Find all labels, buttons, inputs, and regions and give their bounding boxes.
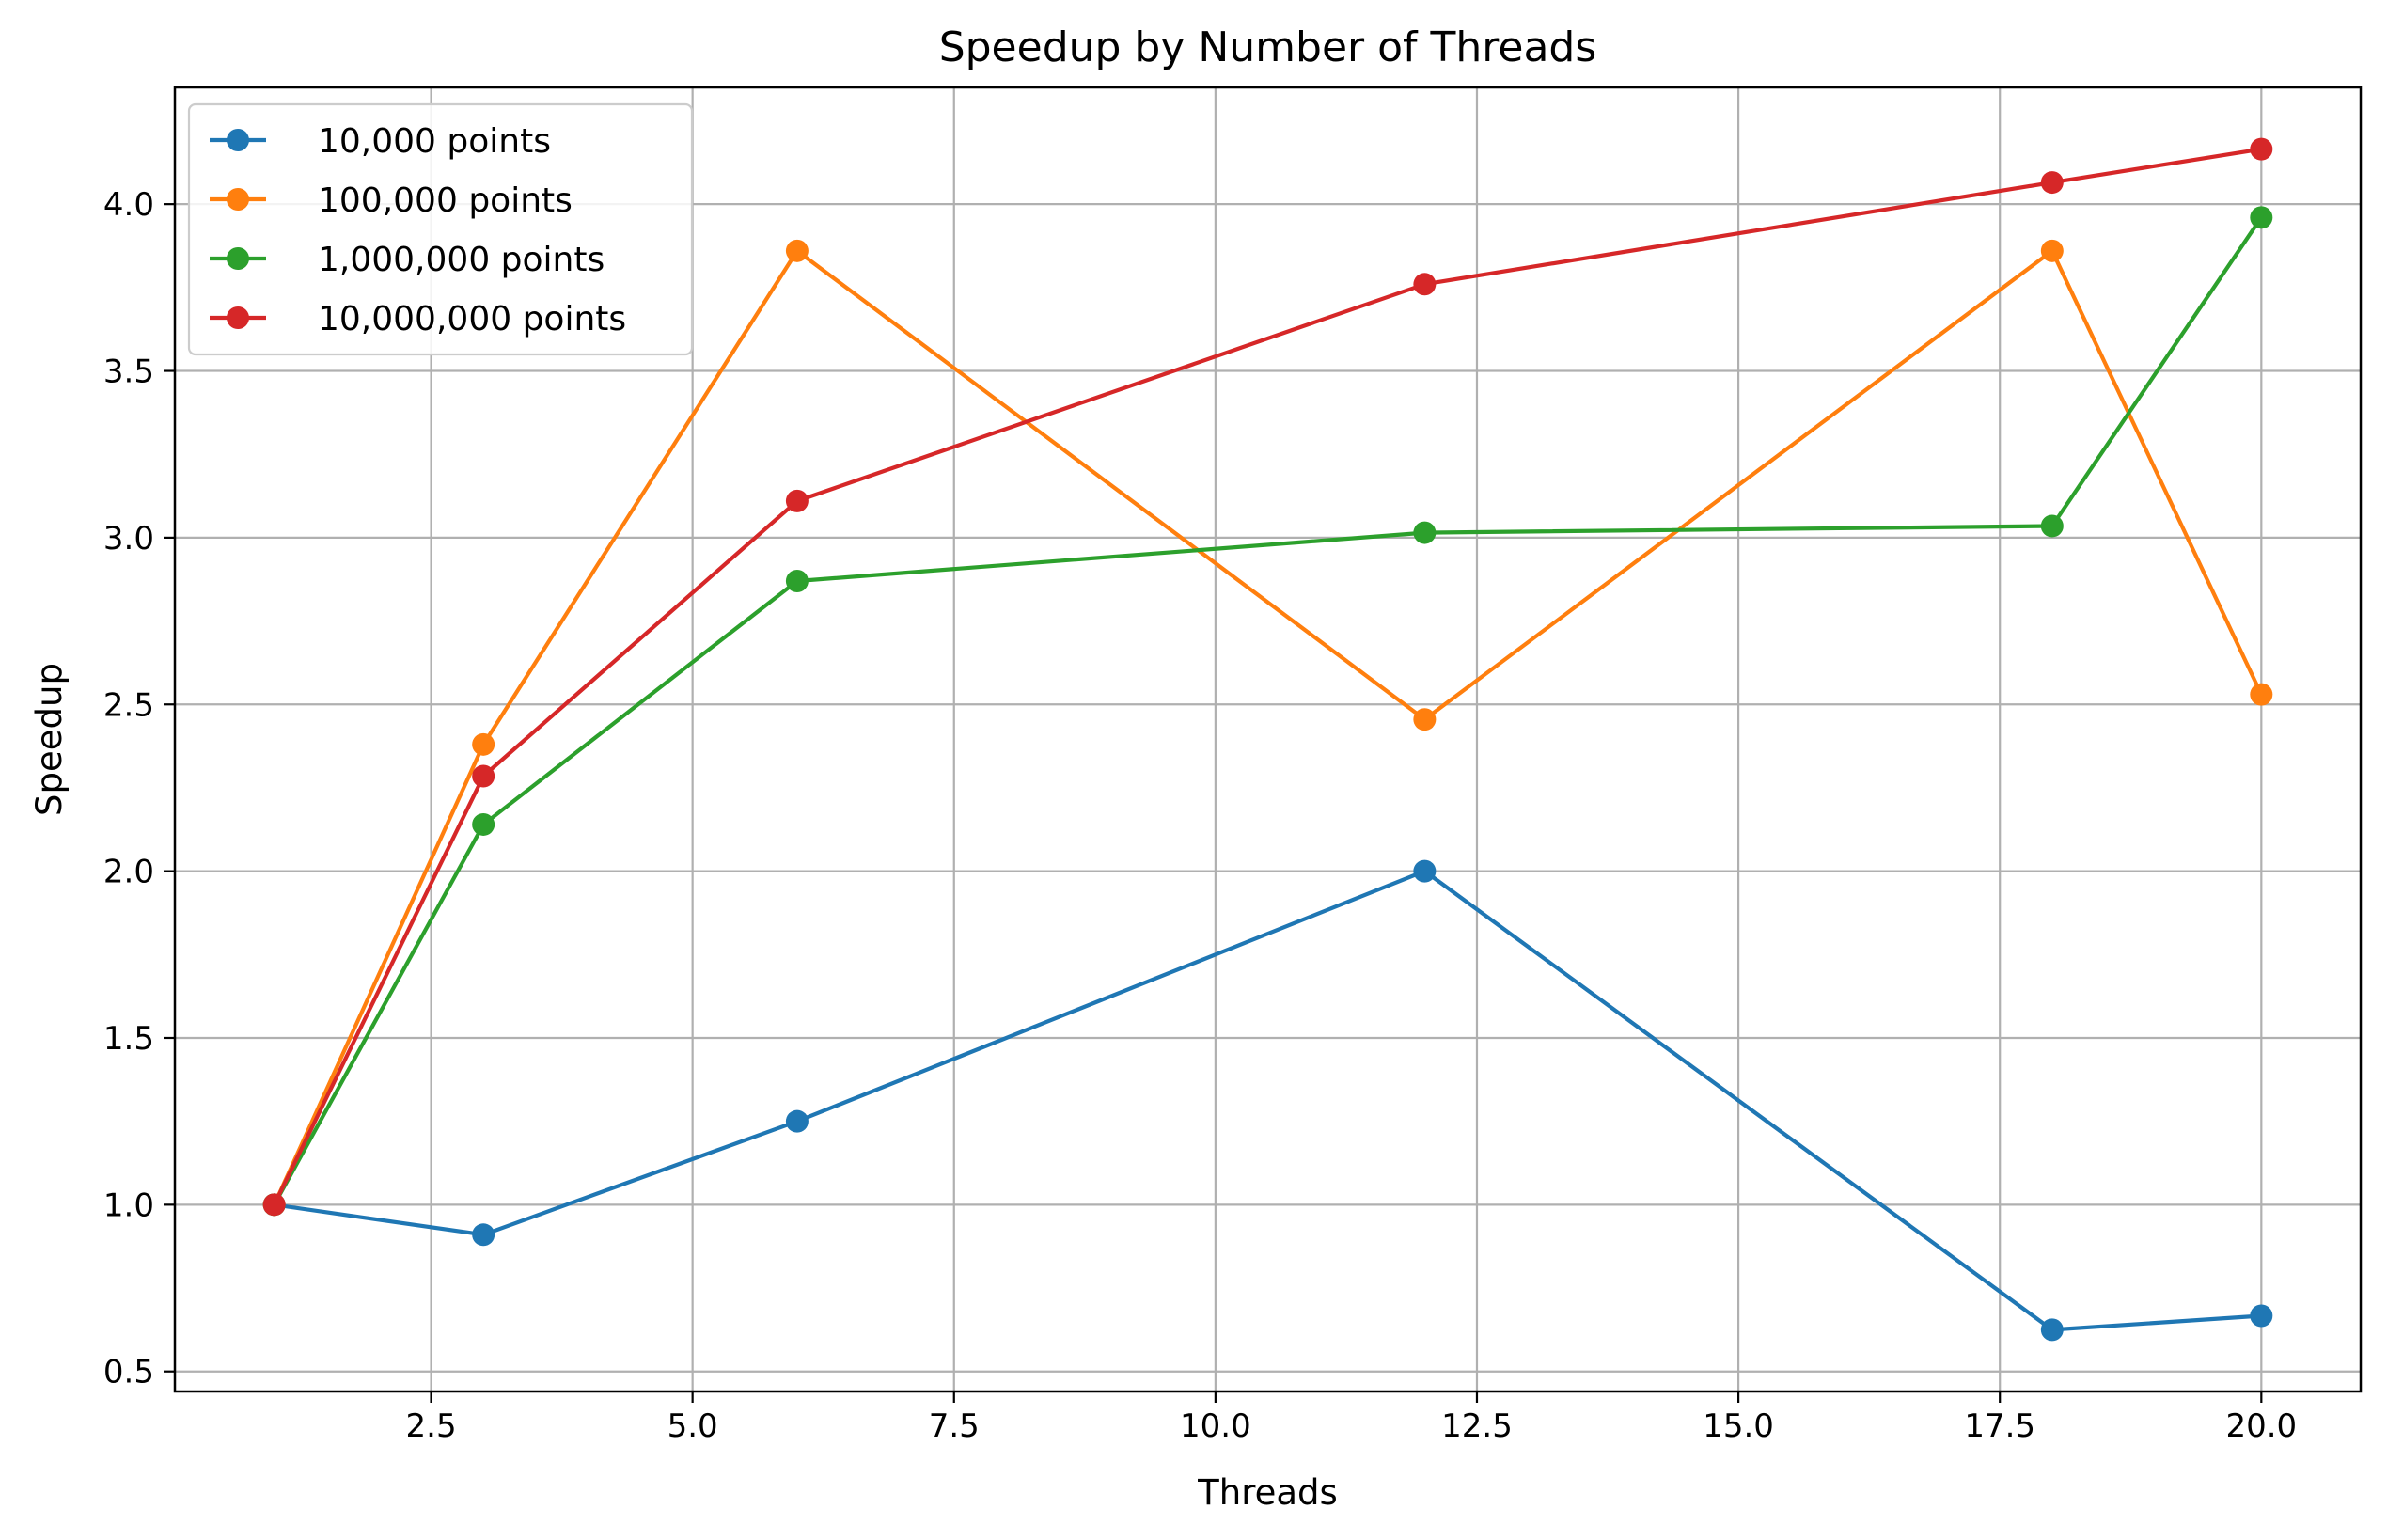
data-point — [262, 1193, 286, 1217]
data-point — [1413, 708, 1437, 731]
legend-label: 10,000 points — [318, 122, 551, 161]
legend-marker — [227, 247, 249, 270]
data-point — [2250, 683, 2273, 706]
legend-label: 10,000,000 points — [318, 300, 626, 338]
y-tick-label: 3.0 — [103, 520, 154, 558]
legend-label: 1,000,000 points — [318, 241, 605, 279]
x-tick-label: 20.0 — [2225, 1407, 2297, 1445]
series-group — [262, 206, 2273, 1217]
y-tick-label: 1.5 — [103, 1020, 154, 1058]
legend-item: 10,000,000 points — [210, 300, 626, 338]
y-tick-label: 4.0 — [103, 186, 154, 224]
data-point — [2250, 206, 2273, 229]
series-group — [262, 137, 2273, 1217]
legend-marker — [227, 306, 249, 329]
y-tick-label: 2.0 — [103, 854, 154, 891]
data-point — [472, 764, 495, 788]
legend: 10,000 points 100,000 points 1,000,000 poi… — [187, 102, 694, 356]
y-axis-title: Speedup — [29, 663, 70, 816]
data-point — [785, 239, 809, 262]
legend-marker — [227, 188, 249, 211]
data-point — [785, 570, 809, 593]
series-line — [271, 147, 2264, 1208]
data-point — [2250, 137, 2273, 161]
data-point — [2040, 1318, 2064, 1342]
data-point — [785, 1109, 809, 1133]
data-point — [472, 812, 495, 836]
legend-item: 100,000 points — [210, 181, 573, 220]
x-axis-title: Threads — [1197, 1472, 1338, 1513]
series-line — [271, 214, 2265, 1208]
x-tick-label: 2.5 — [406, 1407, 457, 1445]
series-layer — [262, 137, 2273, 1342]
x-tick-label: 7.5 — [929, 1407, 980, 1445]
data-point — [2040, 171, 2064, 195]
data-point — [1413, 859, 1437, 883]
data-point — [472, 732, 495, 756]
data-point — [785, 489, 809, 512]
data-point — [1413, 521, 1437, 544]
x-tick-label: 15.0 — [1703, 1407, 1774, 1445]
x-tick-label: 12.5 — [1441, 1407, 1513, 1445]
series-line — [271, 248, 2265, 1208]
legend-marker — [227, 129, 249, 151]
y-tick-label: 1.0 — [103, 1186, 154, 1224]
data-point — [1413, 273, 1437, 296]
tick-layer: 2.5 5.0 7.5 10.0 12.5 15.0 17.5 20.0 0.5 1.0 1.5 2.… — [103, 186, 2297, 1445]
y-tick-label: 0.5 — [103, 1354, 154, 1391]
data-point — [472, 1223, 495, 1247]
x-tick-label: 10.0 — [1180, 1407, 1251, 1445]
x-tick-label: 17.5 — [1964, 1407, 2035, 1445]
legend-item: 10,000 points — [210, 122, 551, 161]
y-tick-label: 3.5 — [103, 354, 154, 391]
data-point — [2040, 514, 2064, 538]
legend-item: 1,000,000 points — [210, 241, 605, 279]
x-tick-label: 5.0 — [667, 1407, 718, 1445]
legend-box — [187, 102, 694, 356]
data-point — [2040, 239, 2064, 262]
series-line — [272, 869, 2264, 1332]
y-tick-label: 2.5 — [103, 686, 154, 724]
grid-layer — [175, 87, 2361, 1391]
chart-title: Speedup by Number of Threads — [939, 24, 1597, 71]
plot-area-frame — [173, 86, 2363, 1393]
legend-label: 100,000 points — [318, 181, 573, 220]
data-point — [2250, 1304, 2273, 1328]
